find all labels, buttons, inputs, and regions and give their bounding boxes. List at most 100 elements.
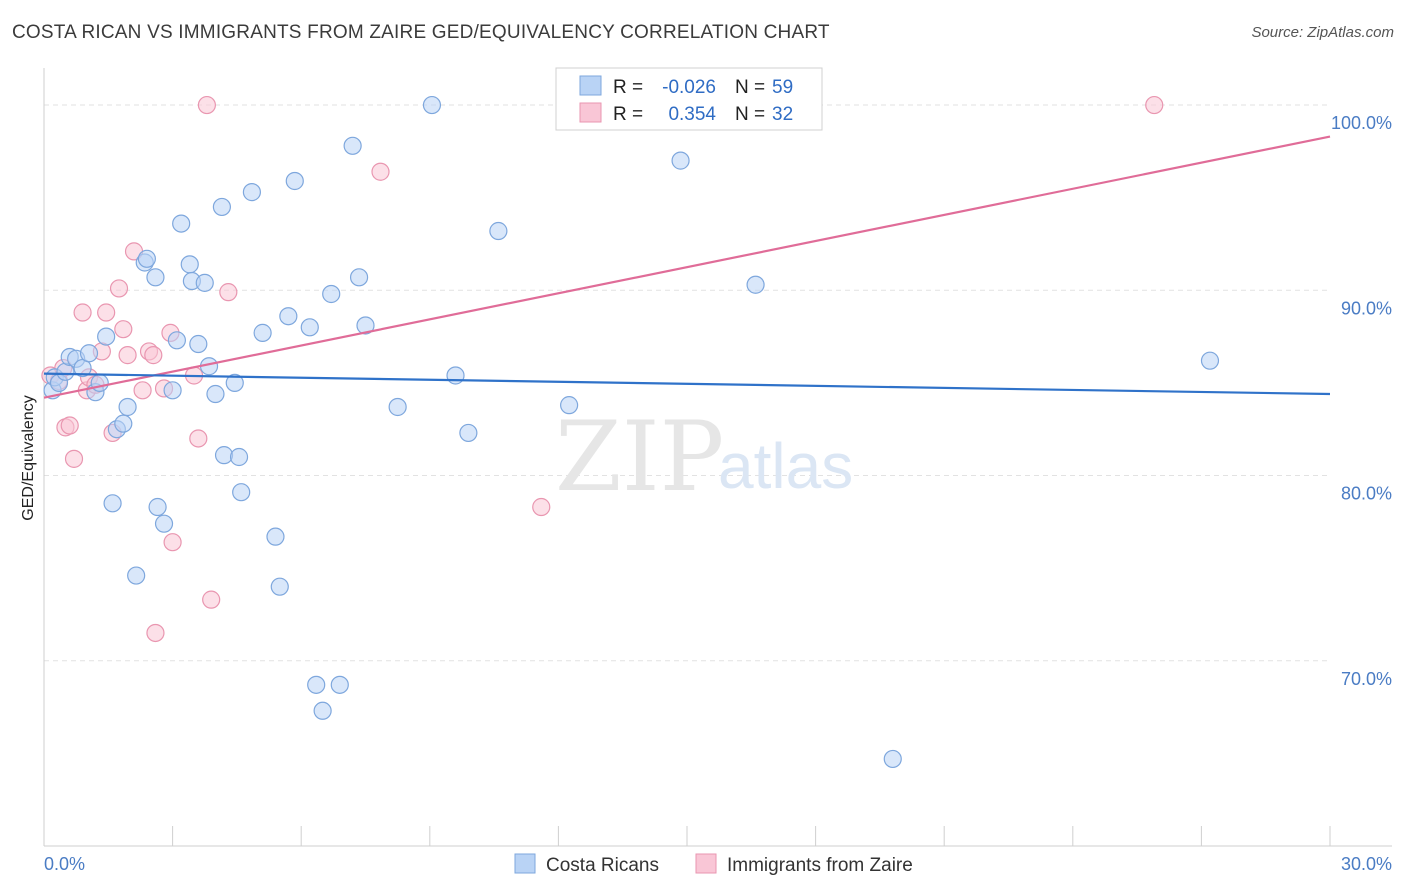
series-legend: Costa Ricans Immigrants from Zaire	[514, 853, 913, 876]
data-point-immigrants-from-zaire	[219, 283, 238, 302]
data-point-costa-ricans	[883, 749, 902, 769]
data-point-costa-ricans	[489, 221, 508, 241]
data-point-costa-ricans	[103, 494, 122, 513]
data-point-costa-ricans	[671, 151, 690, 170]
data-point-costa-ricans	[195, 273, 214, 292]
y-tick-label: 100.0%	[1331, 113, 1392, 133]
data-point-costa-ricans	[167, 331, 186, 350]
legend-r-value-2: 0.354	[668, 104, 716, 125]
data-point-costa-ricans	[127, 566, 146, 585]
data-point-immigrants-from-zaire	[97, 303, 116, 322]
data-point-costa-ricans	[137, 249, 156, 268]
data-point-costa-ricans	[148, 497, 167, 517]
legend-r-label-2: R =	[613, 104, 643, 125]
data-point-costa-ricans	[300, 318, 319, 337]
data-point-costa-ricans	[180, 255, 199, 274]
data-point-costa-ricans	[114, 414, 133, 433]
data-point-costa-ricans	[285, 171, 304, 191]
data-point-immigrants-from-zaire	[144, 346, 163, 365]
data-point-costa-ricans	[1200, 351, 1220, 370]
data-point-immigrants-from-zaire	[189, 429, 208, 448]
data-point-costa-ricans	[79, 344, 99, 363]
data-point-costa-ricans	[446, 366, 465, 385]
data-point-costa-ricans	[322, 284, 341, 304]
chart-title: COSTA RICAN VS IMMIGRANTS FROM ZAIRE GED…	[12, 22, 830, 43]
data-point-costa-ricans	[560, 396, 579, 415]
watermark-atlas: atlas	[718, 430, 853, 502]
data-point-immigrants-from-zaire	[197, 95, 216, 115]
data-point-immigrants-from-zaire	[114, 320, 133, 339]
data-point-costa-ricans	[459, 423, 478, 443]
y-tick-label: 90.0%	[1341, 298, 1392, 318]
legend-r-label-1: R =	[613, 77, 643, 98]
data-point-immigrants-from-zaire	[73, 303, 92, 322]
data-point-costa-ricans	[163, 381, 182, 400]
data-point-immigrants-from-zaire	[64, 449, 84, 468]
data-point-costa-ricans	[172, 214, 191, 233]
data-point-costa-ricans	[232, 483, 251, 502]
y-tick-label: 80.0%	[1341, 484, 1392, 504]
data-point-immigrants-from-zaire	[146, 623, 165, 643]
data-point-costa-ricans	[189, 334, 208, 354]
data-point-costa-ricans	[242, 183, 262, 202]
axes	[43, 68, 1392, 847]
data-point-immigrants-from-zaire	[118, 346, 137, 365]
source-label: Source: ZipAtlas.com	[1251, 24, 1394, 41]
series-legend-label-costa-ricans: Costa Ricans	[546, 855, 659, 876]
data-point-immigrants-from-zaire	[109, 279, 129, 298]
data-point-immigrants-from-zaire	[371, 162, 390, 181]
legend-n-label-1: N =	[735, 77, 765, 98]
data-point-costa-ricans	[225, 373, 244, 393]
watermark: ZIP atlas	[555, 401, 853, 513]
data-point-costa-ricans	[388, 397, 407, 417]
data-point-immigrants-from-zaire	[202, 590, 221, 609]
legend-n-label-2: N =	[735, 104, 765, 125]
correlation-legend: R = -0.026 N = 59 R = 0.354 N = 32	[555, 67, 823, 131]
data-point-costa-ricans	[349, 268, 369, 287]
data-point-costa-ricans	[212, 197, 231, 217]
data-point-costa-ricans	[146, 268, 165, 287]
data-point-immigrants-from-zaire	[1145, 95, 1164, 115]
legend-swatch-immigrants-from-zaire	[579, 102, 602, 123]
data-point-costa-ricans	[97, 327, 116, 346]
y-tick-label: 70.0%	[1341, 669, 1392, 689]
series-legend-swatch-costa-ricans	[514, 853, 536, 874]
legend-swatch-costa-ricans	[579, 75, 602, 96]
data-point-costa-ricans	[343, 136, 362, 155]
data-point-costa-ricans	[206, 384, 225, 404]
legend-n-value-1: 59	[772, 77, 793, 98]
legend-n-value-2: 32	[772, 104, 793, 125]
y-axis-title: GED/Equivalency	[20, 395, 37, 520]
data-point-immigrants-from-zaire	[532, 497, 551, 517]
data-point-costa-ricans	[313, 701, 332, 720]
data-point-costa-ricans	[270, 577, 289, 596]
data-point-costa-ricans	[307, 675, 326, 694]
data-point-costa-ricans	[746, 275, 765, 294]
data-point-costa-ricans	[253, 323, 272, 342]
series-legend-label-immigrants-from-zaire: Immigrants from Zaire	[727, 855, 913, 876]
data-point-costa-ricans	[266, 527, 285, 546]
trend-lines	[43, 135, 1331, 399]
legend-r-value-1: -0.026	[662, 77, 716, 98]
data-point-costa-ricans	[214, 446, 234, 465]
trend-line-immigrants-from-zaire	[43, 135, 1331, 399]
data-point-costa-ricans	[118, 397, 137, 417]
x-tick-label-min: 0.0%	[44, 854, 85, 874]
data-point-costa-ricans	[422, 95, 442, 115]
data-point-costa-ricans	[154, 514, 174, 533]
data-point-immigrants-from-zaire	[60, 416, 79, 435]
y-tick-labels: 70.0% 80.0% 90.0% 100.0%	[1331, 113, 1392, 689]
x-tick-label-max: 30.0%	[1341, 854, 1392, 874]
data-point-costa-ricans	[90, 373, 109, 393]
data-point-costa-ricans	[330, 675, 349, 694]
series-legend-swatch-immigrants-from-zaire	[695, 853, 717, 874]
data-point-immigrants-from-zaire	[163, 533, 182, 552]
data-point-costa-ricans	[279, 307, 298, 326]
data-point-costa-ricans	[229, 447, 249, 467]
watermark-zip: ZIP	[555, 401, 724, 513]
series-costa-ricans-points	[43, 95, 1220, 769]
trend-line-costa-ricans	[43, 372, 1331, 396]
data-point-costa-ricans	[356, 316, 375, 335]
x-tick-marks	[43, 826, 1331, 846]
